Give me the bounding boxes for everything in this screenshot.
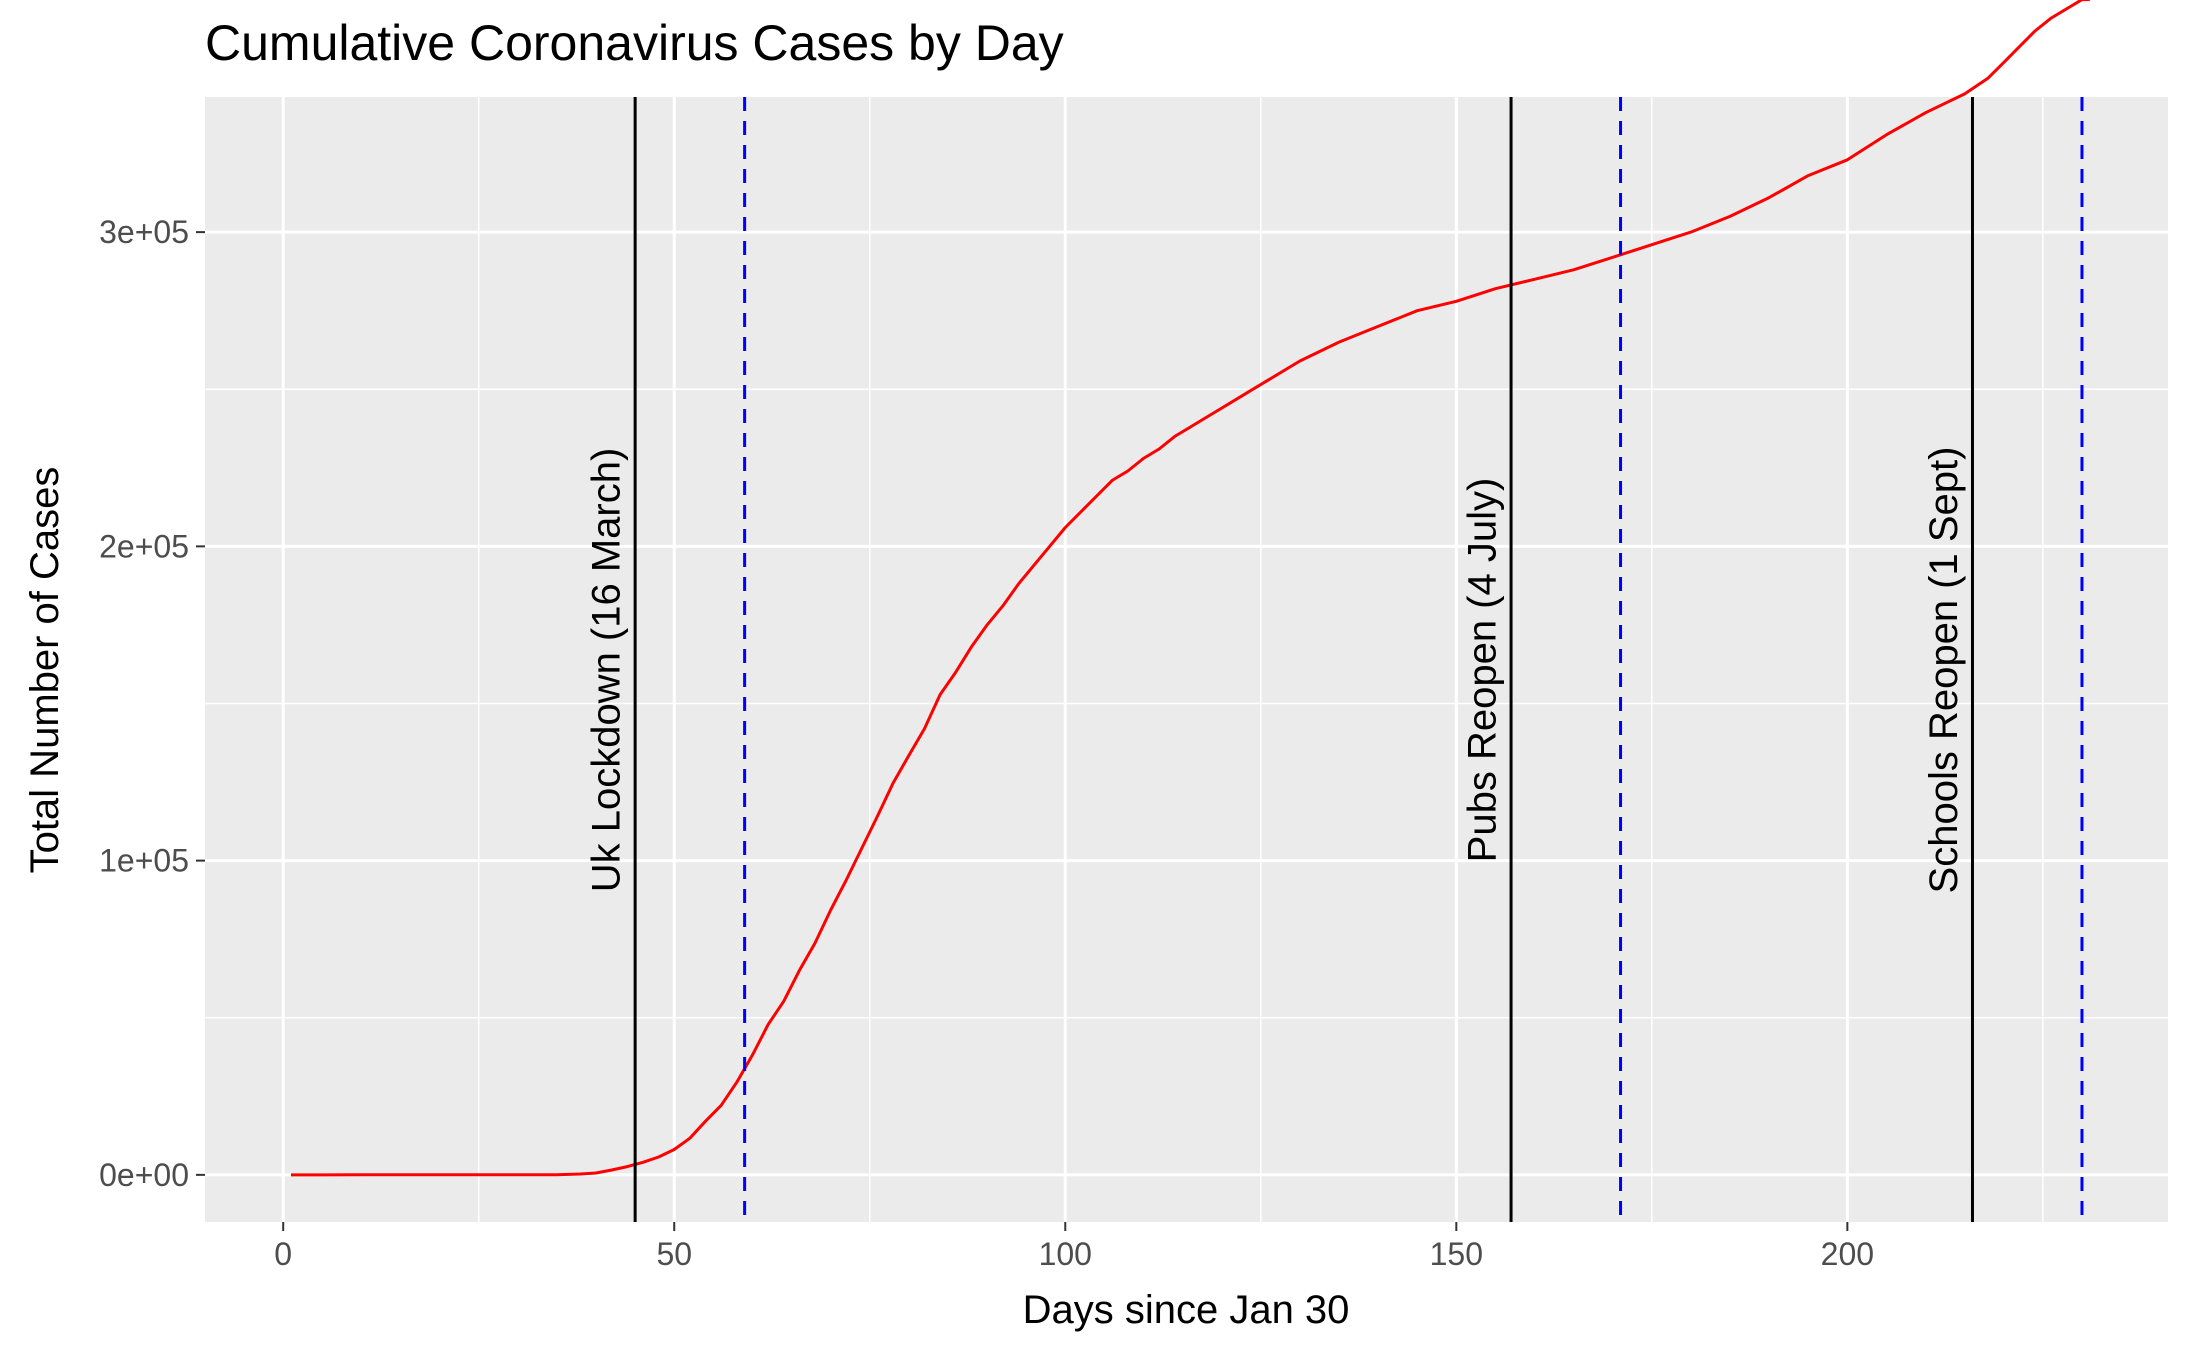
plot-panel <box>205 97 2168 1222</box>
y-tick-label: 3e+05 <box>99 214 189 250</box>
chart-title: Cumulative Coronavirus Cases by Day <box>205 15 1064 71</box>
event-lines <box>633 97 2084 1222</box>
event-annotation: Schools Reopen (1 Sept) <box>1922 447 1966 894</box>
y-tick-label: 1e+05 <box>99 843 189 879</box>
series-layer <box>291 0 2090 1177</box>
y-axis: 0e+00 1e+05 2e+05 3e+05 <box>99 214 205 1193</box>
x-axis-title: Days since Jan 30 <box>1023 1288 1350 1332</box>
x-tick-label: 200 <box>1821 1236 1874 1272</box>
event-annotation: Pubs Reopen (4 July) <box>1460 478 1504 863</box>
x-tick-label: 0 <box>274 1236 292 1272</box>
annotations: Uk Lockdown (16 March) Pubs Reopen (4 Jul… <box>585 447 1966 894</box>
event-annotation: Uk Lockdown (16 March) <box>585 448 629 893</box>
x-axis: 0 50 100 150 200 <box>274 1222 1874 1272</box>
series-line <box>291 0 2090 1177</box>
x-tick-label: 100 <box>1039 1236 1092 1272</box>
y-axis-title: Total Number of Cases <box>23 467 67 874</box>
x-tick-label: 50 <box>656 1236 692 1272</box>
y-tick-label: 2e+05 <box>99 528 189 564</box>
y-tick-label: 0e+00 <box>99 1157 189 1193</box>
x-tick-label: 150 <box>1430 1236 1483 1272</box>
grid-minor <box>205 97 2168 1222</box>
